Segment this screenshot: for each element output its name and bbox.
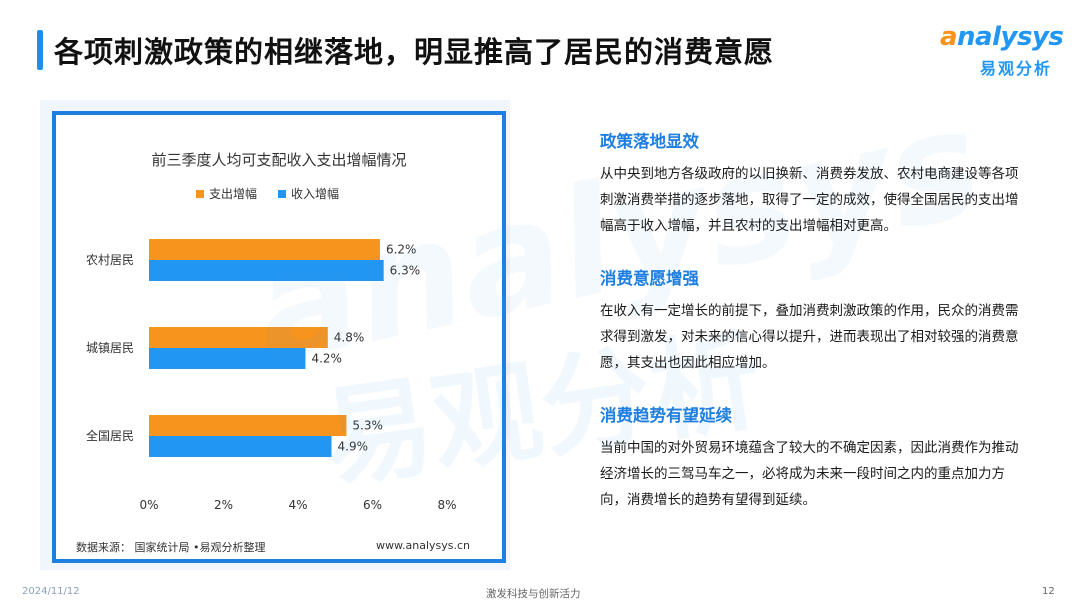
footer-slogan: 激发科技与创新活力 [486, 588, 581, 600]
page-title: 各项刺激政策的相继落地，明显推高了居民的消费意愿 [54, 35, 775, 69]
page-number: 12 [1042, 586, 1055, 597]
logo-subtitle: 易观分析 [980, 59, 1053, 78]
data-label: 6.3% [390, 264, 421, 278]
title-accent-bar [37, 30, 43, 70]
x-tick-label: 0% [139, 498, 158, 512]
bar-expense [149, 415, 347, 436]
category-label: 农村居民 [86, 253, 134, 267]
footer-date: 2024/11/12 [22, 586, 80, 597]
bar-income [149, 436, 332, 457]
x-tick-label: 8% [437, 498, 456, 512]
insight-body: 在收入有一定增长的前提下，叠加消费刺激政策的作用，民众的消费需求得到激发，对未来… [600, 303, 1019, 371]
legend-swatch-1 [278, 190, 286, 198]
data-label: 5.3% [352, 419, 383, 433]
category-label: 全国居民 [86, 428, 134, 443]
x-tick-label: 4% [288, 498, 307, 512]
insight-body: 当前中国的对外贸易环境蕴含了较大的不确定因素，因此消费作为推动经济增长的三驾马车… [600, 440, 1019, 508]
insight-section: 消费趋势有望延续 当前中国的对外贸易环境蕴含了较大的不确定因素，因此消费作为推动… [600, 402, 1020, 513]
logo-wordmark: analysys [940, 22, 1064, 52]
insight-heading: 消费意愿增强 [600, 269, 699, 288]
legend-swatch-0 [196, 190, 204, 198]
data-label: 6.2% [386, 243, 417, 257]
insight-panel: 政策落地显效 从中央到地方各级政府的以旧换新、消费券发放、农村电商建设等各项刺激… [600, 128, 1020, 539]
x-tick-label: 2% [214, 498, 233, 512]
insight-body: 从中央到地方各级政府的以旧换新、消费券发放、农村电商建设等各项刺激消费举措的逐步… [600, 166, 1019, 234]
data-label: 4.8% [334, 331, 365, 345]
data-source-note: 数据来源： 国家统计局 •易观分析整理 [76, 541, 266, 554]
bar-income [149, 348, 306, 369]
website-url: www.analysys.cn [376, 539, 470, 552]
insight-heading: 政策落地显效 [600, 132, 699, 151]
x-tick-label: 6% [363, 498, 382, 512]
bar-expense [149, 239, 380, 260]
analysys-logo: analysys 易观分析 [940, 22, 1065, 82]
insight-heading: 消费趋势有望延续 [600, 406, 732, 425]
chart-frame: 前三季度人均可支配收入支出增幅情况支出增幅 收入增幅农村居民 6.2% 6.3% 城镇居… [52, 111, 506, 563]
bar-income [149, 260, 384, 281]
category-label: 城镇居民 [86, 341, 134, 355]
bar-expense [149, 327, 328, 348]
legend-label-1: 收入增幅 [291, 186, 339, 201]
insight-section: 消费意愿增强 在收入有一定增长的前提下，叠加消费刺激政策的作用，民众的消费需求得… [600, 265, 1020, 376]
chart-title: 前三季度人均可支配收入支出增幅情况 [151, 151, 406, 169]
insight-section: 政策落地显效 从中央到地方各级政府的以旧换新、消费券发放、农村电商建设等各项刺激… [600, 128, 1020, 239]
data-label: 4.9% [338, 440, 369, 454]
data-label: 4.2% [311, 352, 342, 366]
legend-label-0: 支出增幅 [209, 186, 257, 201]
